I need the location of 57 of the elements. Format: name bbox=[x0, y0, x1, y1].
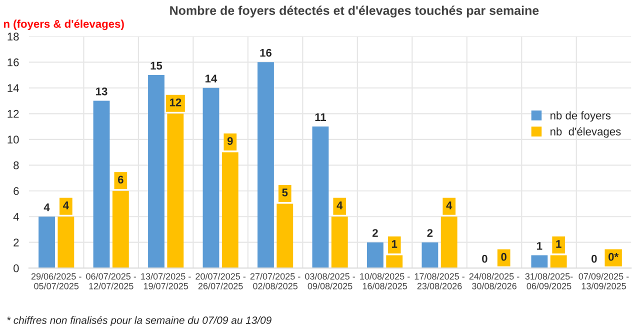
y-tick-label: 18 bbox=[8, 32, 19, 41]
data-label: 1 bbox=[556, 240, 562, 248]
data-label: 12 bbox=[170, 98, 182, 106]
data-label: 1 bbox=[392, 240, 398, 248]
bar bbox=[202, 88, 220, 268]
y-tick-label: 0 bbox=[14, 264, 19, 272]
data-label: 1 bbox=[537, 242, 542, 250]
data-label: 5 bbox=[282, 188, 288, 196]
bar bbox=[258, 62, 274, 268]
x-tick-label: 13/07/2025 - 19/07/2025 bbox=[141, 272, 191, 290]
data-label: 0 bbox=[501, 252, 506, 261]
y-tick-label: 10 bbox=[8, 136, 19, 144]
legend-label: nb de foyers bbox=[550, 111, 611, 122]
data-label: 0 bbox=[592, 254, 597, 263]
bar bbox=[422, 242, 438, 268]
y-axis-title: n (foyers & d'élevages) bbox=[4, 20, 124, 30]
data-label: 4 bbox=[336, 202, 343, 210]
data-label: 0* bbox=[608, 252, 619, 261]
bar bbox=[367, 242, 384, 268]
data-label: 6 bbox=[118, 176, 124, 184]
y-tick-label: 16 bbox=[8, 58, 19, 66]
x-tick-label: 20/07/2025 - 26/07/2025 bbox=[196, 272, 246, 290]
x-tick-label: 07/09/2025 - 13/09/2025 bbox=[578, 272, 629, 290]
data-label: 4 bbox=[63, 202, 69, 210]
data-label: 11 bbox=[315, 113, 326, 121]
x-tick-label: 31/08/2025- 06/09/2025 bbox=[525, 272, 573, 290]
x-tick-label: 29/06/2025 - 05/07/2025 bbox=[31, 272, 82, 290]
y-tick-label: 6 bbox=[14, 187, 19, 196]
data-label: 4 bbox=[44, 203, 50, 212]
data-label: 2 bbox=[372, 229, 378, 237]
y-tick-label: 8 bbox=[14, 161, 19, 170]
y-tick-label: 12 bbox=[8, 110, 19, 118]
y-tick-label: 4 bbox=[13, 213, 19, 221]
bar bbox=[93, 100, 110, 268]
text: * chiffres non finalisés pour la semaine du 07/09 au 13/09 bbox=[7, 316, 272, 326]
data-label: 4 bbox=[446, 202, 452, 210]
legend-label: nb d'élevages bbox=[550, 127, 621, 138]
data-label: 14 bbox=[206, 74, 218, 82]
data-label: 15 bbox=[150, 62, 162, 70]
data-label: 13 bbox=[96, 87, 108, 96]
x-tick-label: 24/08/2025 - 30/08/2026 bbox=[469, 272, 520, 290]
y-tick-label: 14 bbox=[8, 84, 19, 92]
x-tick-label: 17/08/2025 - 23/08/2026 bbox=[414, 272, 464, 290]
data-label: 0 bbox=[482, 254, 488, 263]
x-tick-label: 10/08/2025 - 16/08/2025 bbox=[360, 272, 410, 290]
y-tick-label: 2 bbox=[14, 238, 19, 246]
x-tick-label: 06/07/2025 - 12/07/2025 bbox=[86, 272, 136, 290]
data-label: 16 bbox=[260, 48, 272, 57]
data-label: 9 bbox=[227, 137, 233, 145]
bar bbox=[312, 126, 329, 268]
chart-title: Nombre de foyers détectés et d'élevages touchés par semaine bbox=[170, 6, 539, 18]
data-label: 2 bbox=[427, 229, 433, 237]
bar bbox=[38, 216, 55, 268]
x-tick-label: 03/08/2025 - 09/08/2025 bbox=[305, 272, 355, 290]
bar bbox=[531, 255, 548, 268]
x-tick-label: 27/07/2025 - 02/08/2025 bbox=[250, 272, 300, 290]
bar bbox=[148, 75, 164, 268]
